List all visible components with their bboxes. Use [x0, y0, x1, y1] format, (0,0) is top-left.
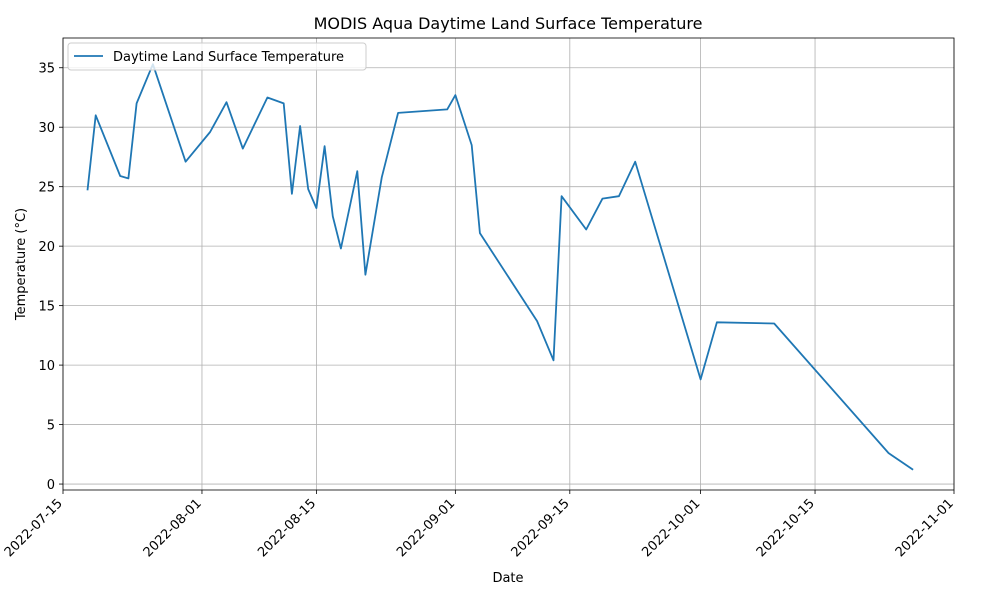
y-axis-label: Temperature (°C): [14, 208, 29, 321]
x-tick-label: 2022-09-15: [509, 496, 573, 560]
y-tick-label: 5: [47, 419, 55, 434]
x-tick-label: 2022-08-15: [255, 496, 319, 560]
y-tick-label: 20: [38, 240, 55, 255]
legend: Daytime Land Surface Temperature: [67, 42, 367, 71]
x-tick-label: 2022-08-01: [141, 496, 205, 560]
grid-lines: [62, 38, 955, 490]
y-tick-label: 0: [47, 478, 55, 493]
y-tick-label: 15: [38, 300, 55, 315]
x-axis-ticks: 2022-07-15 2022-08-01 2022-08-15 2022-09-01…: [2, 490, 957, 560]
x-tick-label: 2022-09-01: [394, 496, 458, 560]
x-tick-label: 2022-11-01: [893, 496, 957, 560]
series-line-daytime-lst: [86, 63, 914, 471]
legend-label: Daytime Land Surface Temperature: [113, 50, 344, 65]
x-tick-label: 2022-10-15: [754, 496, 818, 560]
y-tick-label: 35: [38, 62, 55, 77]
x-tick-label: 2022-07-15: [2, 496, 66, 560]
series-layer: [86, 63, 914, 471]
plot-area: [63, 38, 954, 490]
y-axis-ticks: 0 5 10 15 20 25 30 35: [38, 62, 63, 493]
x-axis-label: Date: [492, 571, 523, 586]
plot-frame: [62, 37, 955, 491]
y-tick-label: 25: [38, 181, 55, 196]
legend-box: [67, 42, 367, 71]
y-tick-label: 10: [38, 359, 55, 374]
chart-title: MODIS Aqua Daytime Land Surface Temperat…: [314, 14, 703, 33]
y-tick-label: 30: [38, 121, 55, 136]
x-tick-label: 2022-10-01: [639, 496, 703, 560]
